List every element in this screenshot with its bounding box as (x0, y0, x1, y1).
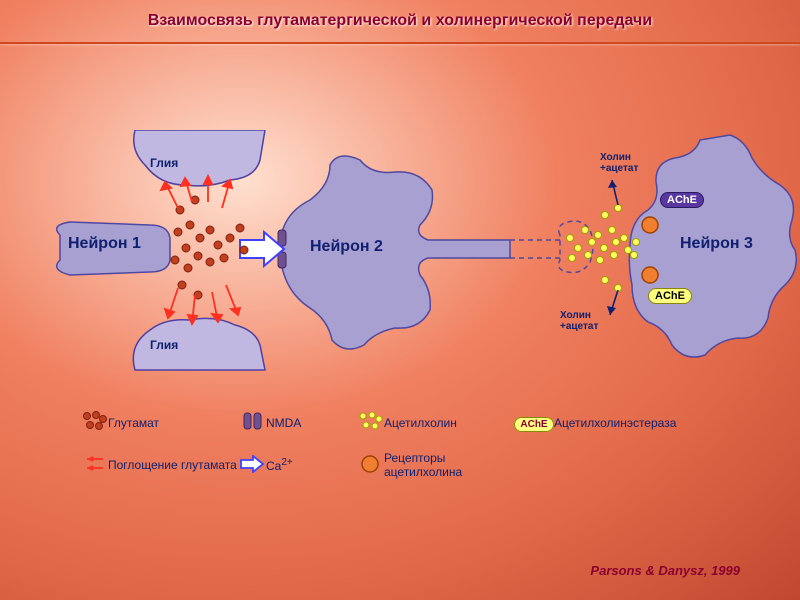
neuron2-label: Нейрон 2 (310, 238, 383, 256)
uptake-label: Поглощение глутамата (108, 458, 238, 472)
ach-receptor (642, 217, 658, 233)
neuron1-label: Нейрон 1 (68, 235, 141, 253)
cholin-bottom-label: Холин +ацетат (560, 310, 598, 332)
diagram-area: Нейрон 1 Нейрон 2 Нейрон 3 Глия Глия Хол… (0, 130, 800, 390)
receptor-label: Рецепторы ацетилхолина (384, 451, 514, 479)
page-title: Взаимосвязь глутаматергической и холинер… (0, 0, 800, 36)
ach-label: Ацетилхолин (384, 416, 514, 430)
uptake-icon (80, 454, 108, 477)
ach-receptor (642, 267, 658, 283)
title-divider (0, 42, 800, 44)
nmda-icon (238, 411, 266, 434)
diagram-svg (0, 130, 800, 390)
receptor-icon (356, 454, 384, 477)
glia-bottom-label: Глия (150, 338, 178, 352)
nmda-label: NMDA (266, 416, 356, 430)
legend: Глутамат NMDA Ацетилхолин AChE Ацетилхол… (80, 410, 740, 479)
ache-legend-label: Ацетилхолинэстераза (554, 416, 714, 430)
glia-top-label: Глия (150, 156, 178, 170)
ache-badge-light: AChE (648, 288, 692, 304)
glutamate-cluster (171, 196, 248, 299)
uptake-arrows (161, 176, 240, 324)
ach-icon (356, 410, 384, 435)
ca-arrow-icon (238, 455, 266, 476)
ache-badge-dark: AChE (660, 192, 704, 208)
ache-legend-icon: AChE (514, 416, 554, 430)
ach-cluster (567, 205, 640, 292)
ca-label: Ca2+ (266, 457, 356, 473)
cholin-top-label: Холин +ацетат (600, 152, 638, 174)
glutamate-icon (80, 410, 108, 435)
glutamate-label: Глутамат (108, 416, 238, 430)
citation: Parsons & Danysz, 1999 (590, 563, 740, 578)
neuron3-label: Нейрон 3 (680, 235, 753, 253)
